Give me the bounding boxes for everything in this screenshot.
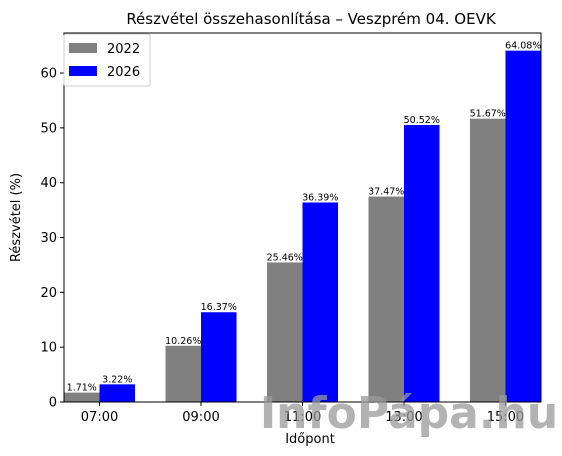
legend-swatch-2026	[69, 66, 97, 76]
plot-frame	[63, 32, 542, 403]
y-tick-label-40: 40	[40, 176, 57, 191]
value-label-2022-1500: 51.67%	[470, 109, 506, 120]
value-label-2026-1300: 50.52%	[404, 115, 440, 126]
legend: 2022 2026	[63, 33, 151, 87]
bar-2022-1500	[469, 118, 506, 402]
value-label-2026-1500: 64.08%	[505, 41, 541, 52]
bar-2026-0900	[201, 312, 237, 402]
value-label-2022-0900: 10.26%	[165, 336, 201, 347]
y-tick-label-10: 10	[40, 341, 57, 356]
y-axis: 0 10 20 30 40 50 60	[40, 67, 64, 411]
bar-2026-1300	[403, 125, 440, 402]
value-label-2026-1100: 36.39%	[302, 192, 338, 203]
x-tick-label-1300: 13:00	[385, 410, 422, 425]
x-axis-label: Időpont	[285, 432, 335, 447]
x-tick-label-1500: 15:00	[487, 410, 524, 425]
bar-2022-1100	[266, 262, 303, 402]
y-axis-label: Részvétel (%)	[9, 173, 24, 262]
bars-layer	[64, 50, 541, 403]
y-tick-label-30: 30	[40, 231, 57, 246]
value-labels-layer: 1.71% 10.26% 25.46% 37.47% 51.67% 3.22% 16.37%…	[67, 41, 542, 394]
legend-swatch-2022	[69, 43, 97, 53]
bar-2026-1100	[302, 202, 339, 402]
value-label-2022-1300: 37.47%	[368, 187, 404, 198]
legend-label-2022: 2022	[107, 42, 140, 57]
value-label-2026-0700: 3.22%	[102, 374, 132, 385]
x-tick-label-1100: 11:00	[284, 410, 321, 425]
bar-2022-0900	[165, 345, 202, 402]
x-tick-label-0900: 09:00	[182, 410, 219, 425]
legend-label-2026: 2026	[107, 65, 140, 80]
y-tick-label-0: 0	[49, 396, 57, 411]
bar-2026-0700	[99, 384, 136, 402]
y-tick-label-50: 50	[40, 121, 57, 136]
bar-2022-0700	[64, 392, 100, 402]
chart-title: Részvétel összehasonlítása – Veszprém 04…	[126, 10, 497, 28]
value-label-2026-0900: 16.37%	[201, 302, 237, 313]
bar-2026-1500	[505, 50, 541, 403]
value-label-2022-0700: 1.71%	[67, 383, 97, 394]
value-label-2022-1100: 25.46%	[267, 252, 303, 263]
y-tick-label-60: 60	[40, 67, 57, 82]
x-axis: 07:00 09:00 11:00 13:00 15:00	[81, 402, 524, 425]
y-tick-label-20: 20	[40, 286, 57, 301]
bar-2022-1300	[368, 196, 404, 402]
watermark: InfoPápa.hu	[260, 388, 558, 439]
x-tick-label-0700: 07:00	[81, 410, 118, 425]
